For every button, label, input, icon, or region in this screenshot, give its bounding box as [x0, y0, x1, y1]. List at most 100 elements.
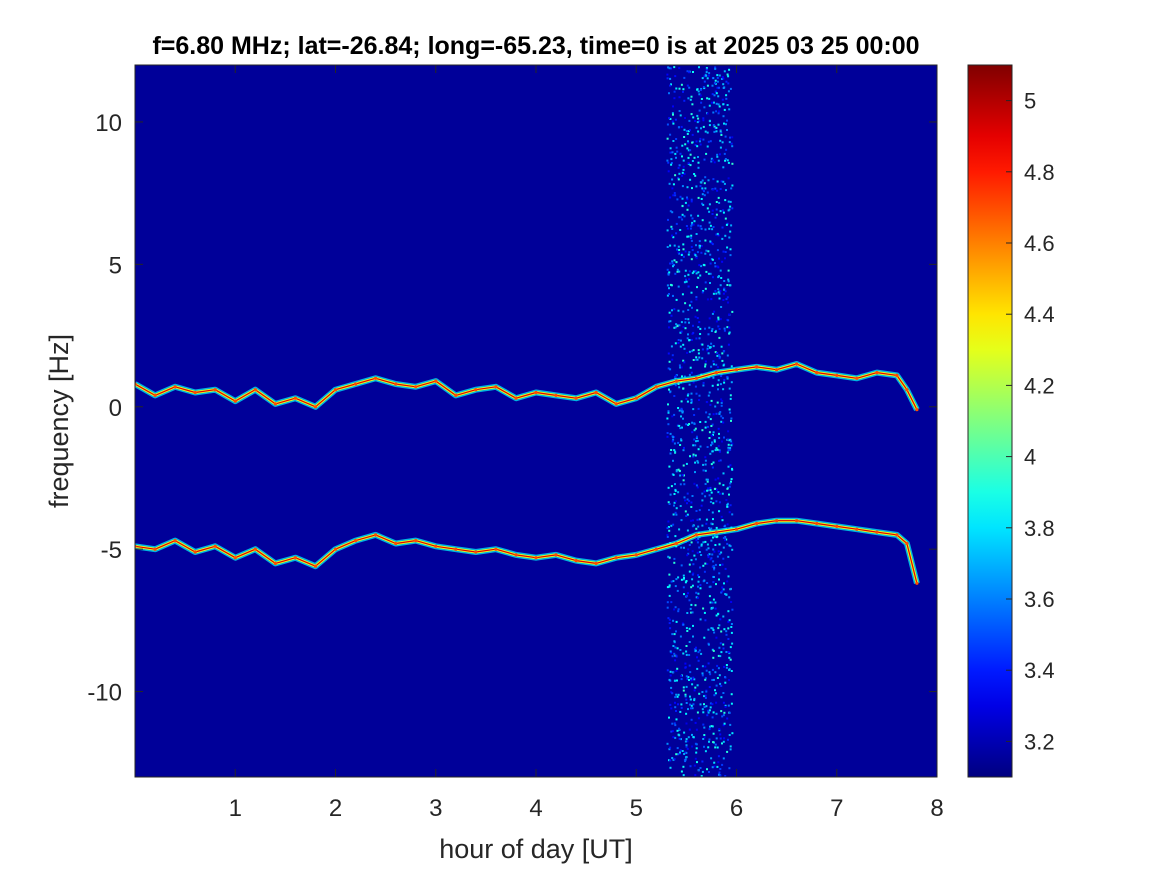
x-tick-label: 7 [830, 795, 843, 822]
trace-point [233, 399, 237, 403]
trace-point [153, 393, 157, 397]
trace-point [574, 559, 578, 563]
x-tick-label: 1 [229, 795, 242, 822]
trace-point [835, 373, 839, 377]
trace-point [654, 385, 658, 389]
trace-point [273, 402, 277, 406]
colorbar-gradient [968, 65, 1012, 777]
colorbar-tick-label: 3.8 [1024, 516, 1055, 541]
plot-background [135, 65, 937, 777]
colorbar-tick-label: 5 [1024, 89, 1036, 114]
colorbar-ticks: 5 4.8 4.6 4.4 4.2 4 3.8 3.6 3.4 3.2 [1006, 89, 1055, 754]
trace-point [855, 527, 859, 531]
trace-point [795, 362, 799, 366]
x-tick-label: 4 [529, 795, 542, 822]
trace-point [915, 408, 919, 412]
y-tick-label: 10 [95, 110, 122, 137]
trace-point [313, 405, 318, 409]
trace-point [674, 541, 679, 546]
noise-band [666, 66, 734, 777]
trace-point [654, 547, 658, 551]
y-tick-label: -10 [87, 680, 122, 707]
trace-point [333, 547, 338, 551]
x-axis-label: hour of day [UT] [439, 834, 633, 864]
colorbar-frame [967, 64, 1013, 778]
x-tick-label: 2 [329, 795, 342, 822]
trace-point [414, 539, 418, 543]
plot-area [134, 64, 938, 778]
y-axis-ticks: 10 5 0 -5 -10 [87, 110, 937, 707]
trace-point [795, 519, 799, 523]
trace-point [514, 396, 518, 400]
trace-point [634, 396, 638, 400]
trace-point [905, 388, 909, 392]
trace-point [494, 385, 498, 389]
trace-point [394, 541, 398, 546]
heatmap-layer [135, 66, 920, 777]
trace-point [454, 547, 458, 551]
trace-point [574, 396, 578, 400]
trace-point [634, 553, 638, 557]
trace-point [815, 371, 819, 375]
trace-point [895, 533, 899, 537]
trace-point [394, 382, 398, 386]
trace-point [815, 521, 819, 526]
trace-point [273, 561, 277, 566]
trace-point [514, 553, 518, 557]
y-axis-label: frequency [Hz] [44, 334, 74, 508]
colorbar-tick-label: 3.6 [1024, 587, 1055, 612]
colorbar-tick-label: 3.4 [1024, 658, 1055, 683]
x-tick-label: 6 [730, 795, 743, 822]
trace-point [905, 541, 909, 546]
trace-point [253, 547, 257, 551]
colorbar-tick-label: 3.2 [1024, 729, 1055, 754]
trace-point [694, 376, 699, 380]
trace-point [835, 524, 839, 529]
trace-point [775, 368, 779, 372]
trace-point [354, 382, 358, 386]
trace-point [173, 539, 177, 543]
trace-point [293, 556, 297, 560]
trace-point [554, 553, 558, 557]
trace-point [474, 550, 478, 554]
trace-point [614, 402, 618, 406]
x-tick-label: 8 [930, 795, 943, 822]
trace-point [173, 385, 177, 389]
trace-point [434, 379, 438, 383]
trace-point [534, 556, 538, 560]
trace-point [193, 550, 197, 554]
trace-point [213, 544, 217, 548]
x-tick-label: 3 [429, 795, 442, 822]
trace-point [374, 376, 378, 380]
y-tick-label: 5 [109, 252, 122, 279]
trace-point [474, 388, 478, 392]
trace-point [293, 396, 297, 400]
trace-point [354, 539, 358, 543]
colorbar: 5 4.8 4.6 4.4 4.2 4 3.8 3.6 3.4 3.2 [967, 64, 1055, 778]
trace-point [153, 547, 157, 551]
trace-point [694, 533, 699, 537]
trace-point [734, 368, 739, 372]
colorbar-tick-label: 4.4 [1024, 302, 1055, 327]
trace-1 [135, 361, 920, 412]
colorbar-tick-label: 4.2 [1024, 373, 1055, 398]
trace-point [594, 561, 598, 566]
trace-point [875, 371, 879, 375]
x-axis-ticks: 1 2 3 4 5 6 7 8 [229, 65, 944, 822]
trace-point [855, 376, 859, 380]
trace-point [755, 365, 759, 369]
colorbar-tick-label: 4 [1024, 445, 1036, 470]
colorbar-tick-label: 4.8 [1024, 160, 1055, 185]
trace-point [614, 556, 618, 560]
y-tick-label: -5 [101, 537, 122, 564]
trace-point [875, 530, 879, 534]
trace-point [554, 393, 558, 397]
x-tick-label: 5 [630, 795, 643, 822]
trace-point [594, 390, 598, 395]
trace-point [193, 390, 197, 395]
trace-point [494, 547, 498, 551]
y-tick-label: 0 [109, 395, 122, 422]
chart-title: f=6.80 MHz; lat=-26.84; long=-65.23, tim… [152, 32, 919, 60]
trace-point [374, 533, 378, 537]
